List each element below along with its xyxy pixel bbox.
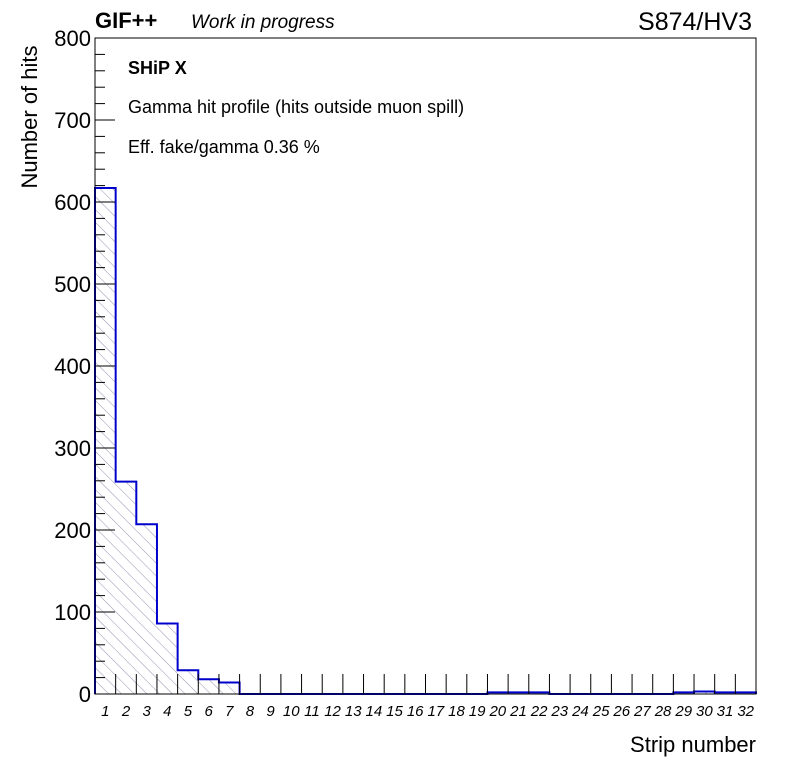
bar-4 bbox=[156, 623, 178, 694]
y-tick-label: 700 bbox=[54, 108, 91, 133]
x-tick-label: 19 bbox=[469, 703, 486, 720]
y-tick-label: 200 bbox=[54, 518, 91, 543]
description-annotation: Gamma hit profile (hits outside muon spi… bbox=[128, 97, 465, 117]
bar-1 bbox=[95, 188, 116, 694]
x-tick-label: 29 bbox=[674, 703, 692, 720]
x-tick-label: 6 bbox=[204, 703, 213, 720]
x-tick-label: 5 bbox=[184, 703, 193, 720]
x-tick-label: 30 bbox=[696, 703, 713, 720]
x-tick-label: 8 bbox=[246, 703, 255, 720]
x-tick-label: 4 bbox=[163, 703, 171, 720]
y-tick-label: 600 bbox=[54, 190, 91, 215]
y-tick-label: 100 bbox=[54, 600, 91, 625]
experiment-annotation: SHiP X bbox=[128, 58, 187, 78]
x-axis-ticks: 1 2 3 4 5 6 7 8 9 10 11 12 13 14 15 16 17 18 19 20 21 22 23 24 2… bbox=[101, 674, 757, 720]
status-label: Work in progress bbox=[191, 12, 335, 33]
x-tick-label: 31 bbox=[717, 703, 734, 720]
x-tick-label: 11 bbox=[304, 703, 320, 720]
y-tick-label: 500 bbox=[54, 272, 91, 297]
bar-3 bbox=[136, 524, 157, 694]
x-tick-label: 3 bbox=[142, 703, 151, 720]
bar-fills bbox=[95, 188, 756, 694]
bar-2 bbox=[115, 481, 137, 694]
series-line bbox=[94, 187, 757, 695]
y-tick-label: 300 bbox=[54, 436, 91, 461]
x-tick-label: 15 bbox=[386, 703, 403, 720]
x-tick-label: 32 bbox=[737, 703, 754, 720]
x-tick-label: 20 bbox=[488, 703, 506, 720]
x-tick-label: 21 bbox=[509, 703, 527, 720]
histogram-outline bbox=[94, 187, 757, 695]
x-tick-label: 16 bbox=[407, 703, 424, 720]
x-tick-label: 17 bbox=[427, 703, 444, 720]
efficiency-annotation: Eff. fake/gamma 0.36 % bbox=[128, 137, 320, 157]
x-tick-label: 18 bbox=[448, 703, 465, 720]
x-axis-label: Strip number bbox=[630, 732, 756, 757]
bar-5 bbox=[177, 670, 199, 694]
x-tick-label: 28 bbox=[654, 703, 672, 720]
x-tick-label: 26 bbox=[612, 703, 630, 720]
y-tick-label: 800 bbox=[54, 26, 91, 51]
bar-7 bbox=[218, 682, 240, 694]
x-tick-label: 9 bbox=[266, 703, 275, 720]
y-tick-label: 400 bbox=[54, 354, 91, 379]
x-tick-label: 7 bbox=[225, 703, 234, 720]
bar-6 bbox=[198, 679, 219, 694]
x-tick-label: 23 bbox=[550, 703, 568, 720]
x-tick-label: 13 bbox=[345, 703, 362, 720]
x-tick-label: 2 bbox=[121, 703, 131, 720]
x-tick-label: 10 bbox=[283, 703, 300, 720]
x-tick-label: 22 bbox=[530, 703, 548, 720]
y-tick-label: 0 bbox=[79, 682, 91, 707]
x-tick-label: 24 bbox=[571, 703, 589, 720]
x-tick-label: 14 bbox=[366, 703, 383, 720]
x-tick-label: 27 bbox=[633, 703, 651, 720]
x-tick-label: 1 bbox=[101, 703, 109, 720]
y-axis-ticks: 0 100 200 300 400 500 600 700 800 bbox=[54, 26, 115, 707]
experiment-logo-text: GIF++ bbox=[95, 8, 158, 33]
bar-30 bbox=[694, 691, 715, 694]
x-tick-label: 12 bbox=[324, 703, 341, 720]
y-axis-label: Number of hits bbox=[17, 45, 42, 189]
x-tick-label: 25 bbox=[592, 703, 610, 720]
run-label: S874/HV3 bbox=[638, 8, 752, 36]
